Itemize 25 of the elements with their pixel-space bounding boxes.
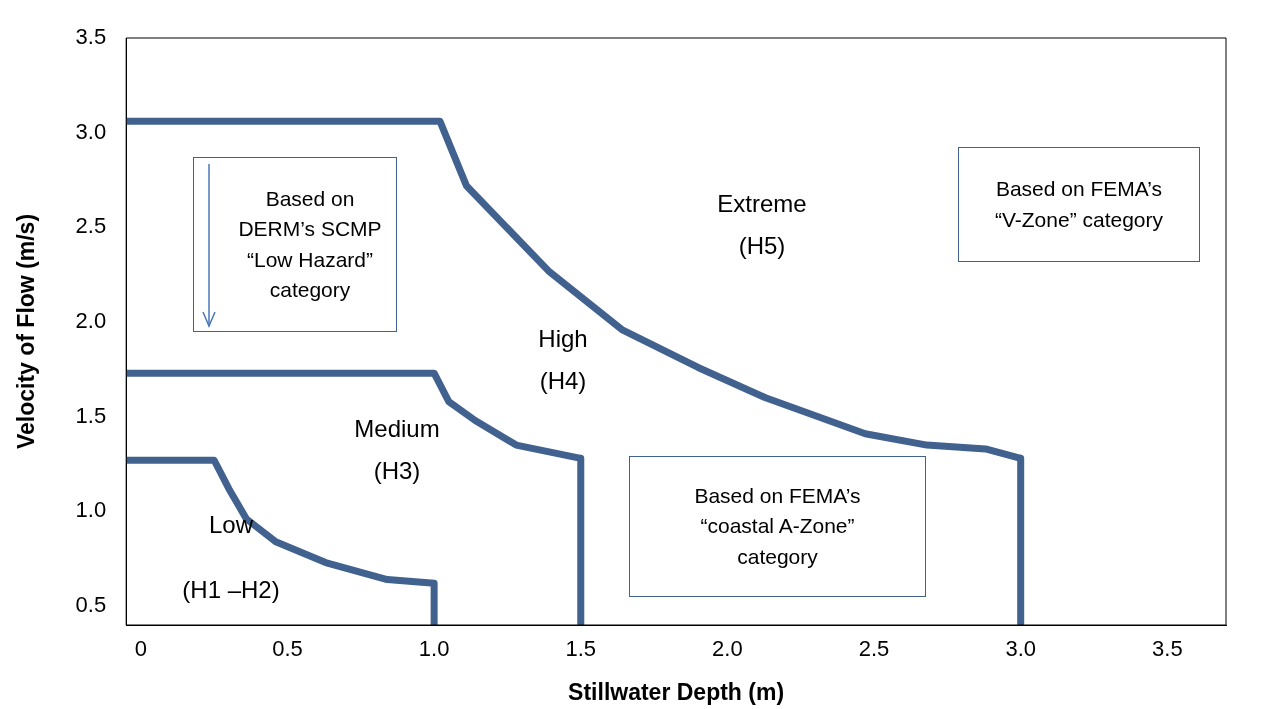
annotation: High (H4) bbox=[537, 324, 589, 396]
annotation: Low bbox=[208, 510, 254, 540]
text-box: Based on DERM’s SCMP “Low Hazard” category bbox=[193, 157, 397, 332]
x-tick-label: 3.0 bbox=[1005, 636, 1036, 662]
text-box: Based on FEMA’s “coastal A-Zone” category bbox=[629, 456, 926, 597]
text-box: Based on FEMA’s “V-Zone” category bbox=[958, 147, 1200, 262]
x-tick-label: 0.5 bbox=[272, 636, 303, 662]
annotation: Medium (H3) bbox=[353, 414, 441, 486]
x-tick-label: 2.5 bbox=[858, 636, 890, 662]
x-axis-title: Stillwater Depth (m) bbox=[568, 678, 785, 705]
y-tick-label: 2.5 bbox=[75, 213, 107, 239]
annotation: Extreme (H5) bbox=[716, 189, 808, 261]
x-tick-label: 1.5 bbox=[565, 636, 597, 662]
y-tick-label: 0.5 bbox=[75, 592, 107, 618]
x-tick-label: 2.0 bbox=[712, 636, 743, 662]
y-tick-label: 3.5 bbox=[75, 24, 107, 50]
y-tick-label: 1.5 bbox=[75, 402, 107, 428]
x-tick-label: 1.0 bbox=[418, 636, 450, 662]
y-tick-label: 1.0 bbox=[75, 497, 107, 523]
annotation: (H1 –H2) bbox=[181, 575, 281, 605]
y-tick-label: 2.0 bbox=[75, 308, 107, 334]
y-tick-label: 3.0 bbox=[75, 118, 107, 144]
x-tick-label: 0 bbox=[134, 636, 147, 662]
y-axis-title: Velocity of Flow (m/s) bbox=[13, 213, 40, 450]
x-tick-label: 3.5 bbox=[1152, 636, 1183, 662]
